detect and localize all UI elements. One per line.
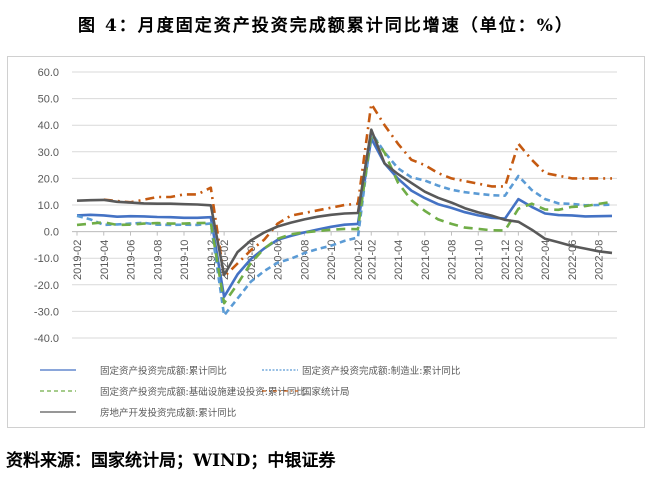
y-tick-label: 60.0 xyxy=(38,67,59,79)
y-tick-label: 10.0 xyxy=(38,200,59,212)
x-tick-label: 2022-04 xyxy=(540,240,552,280)
x-tick-label: 2019-02 xyxy=(72,240,84,280)
y-tick-label: 20.0 xyxy=(38,173,59,185)
source-note: 资料来源：国家统计局；WIND；中银证券 xyxy=(6,451,336,471)
x-tick-label: 2021-12 xyxy=(500,240,512,280)
x-tick-label: 2019-04 xyxy=(99,240,111,280)
legend-label: 固定资产投资完成额:制造业:累计同比 xyxy=(302,365,460,377)
y-tick-label: -40.0 xyxy=(34,333,59,345)
series-line-0 xyxy=(76,137,613,299)
x-tick-label: 2020-06 xyxy=(273,240,285,280)
x-tick-label: 2019-08 xyxy=(152,240,164,280)
x-tick-label: 2019-10 xyxy=(179,240,191,280)
x-tick-label: 2019-06 xyxy=(126,240,138,280)
series-line-2 xyxy=(76,132,613,305)
y-tick-label: 40.0 xyxy=(38,120,59,132)
series-line-1 xyxy=(76,131,613,317)
series-line-4 xyxy=(76,128,613,277)
x-tick-label: 2021-08 xyxy=(447,240,459,280)
x-tick-label: 2020-12 xyxy=(353,240,365,280)
y-tick-label: 50.0 xyxy=(38,94,59,106)
x-tick-label: 2021-04 xyxy=(393,240,405,280)
y-tick-label: 30.0 xyxy=(38,147,59,159)
x-tick-label: 2021-06 xyxy=(420,240,432,280)
y-tick-label: -20.0 xyxy=(34,280,59,292)
series-line-3 xyxy=(103,102,612,279)
x-tick-label: 2020-08 xyxy=(299,240,311,280)
x-tick-label: 2021-02 xyxy=(366,240,378,280)
y-tick-label: -10.0 xyxy=(34,253,59,265)
chart-frame xyxy=(7,56,645,428)
x-tick-label: 2022-06 xyxy=(567,240,579,280)
x-tick-label: 2022-08 xyxy=(594,240,606,280)
y-tick-label: 0.0 xyxy=(44,227,59,239)
figure-title: 图 4：月度固定资产投资完成额累计同比增速（单位：%） xyxy=(78,16,574,36)
legend-label: 固定资产投资完成额:累计同比 xyxy=(100,365,227,377)
legend-label: 房地产开发投资完成额:累计同比 xyxy=(100,407,236,419)
y-tick-label: -30.0 xyxy=(34,306,59,318)
x-tick-label: 2020-10 xyxy=(326,240,338,280)
x-tick-label: 2021-10 xyxy=(473,240,485,280)
legend-label: 国家统计局 xyxy=(302,386,350,398)
x-tick-label: 2022-02 xyxy=(513,240,525,280)
legend-label: 固定资产投资完成额:基础设施建设投资:累计同比 xyxy=(100,386,306,398)
